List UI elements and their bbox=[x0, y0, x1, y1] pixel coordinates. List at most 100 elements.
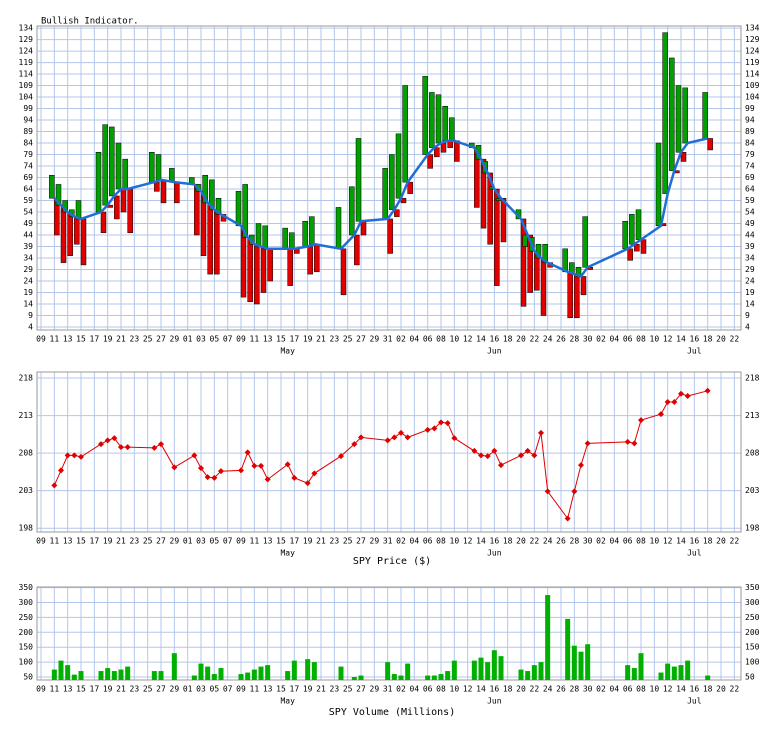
bearish-bar bbox=[407, 181, 413, 194]
x-tick-label: 12 bbox=[463, 537, 473, 546]
x-tick-label: 10 bbox=[450, 537, 460, 546]
y-tick-label: 200 bbox=[745, 628, 760, 637]
bullish-bar bbox=[109, 126, 115, 197]
bullish-bar bbox=[382, 168, 388, 220]
price-marker bbox=[251, 462, 258, 469]
y-tick-label: 100 bbox=[745, 658, 760, 667]
bearish-bar bbox=[100, 211, 107, 233]
y-tick-label: 44 bbox=[745, 231, 755, 240]
price-marker bbox=[578, 462, 584, 469]
x-tick-label: 26 bbox=[556, 335, 566, 344]
volume-bar bbox=[238, 674, 244, 680]
x-tick-label: 18 bbox=[503, 537, 513, 546]
month-label: Jun bbox=[487, 549, 502, 558]
x-tick-label: 09 bbox=[36, 335, 46, 344]
bearish-bar bbox=[314, 243, 320, 273]
bearish-bar bbox=[494, 188, 500, 286]
volume-bar bbox=[451, 660, 457, 680]
price-marker bbox=[444, 420, 451, 427]
x-tick-label: 15 bbox=[76, 537, 86, 546]
x-tick-label: 13 bbox=[63, 685, 73, 694]
y-tick-label: 218 bbox=[745, 374, 760, 383]
volume-bar bbox=[245, 672, 251, 680]
bullish-bar bbox=[442, 106, 448, 141]
volume-bar bbox=[471, 660, 477, 680]
bearish-bar bbox=[287, 248, 293, 286]
bearish-bar bbox=[340, 248, 347, 296]
x-tick-label: 27 bbox=[356, 537, 366, 546]
y-tick-label: 124 bbox=[19, 47, 34, 56]
y-tick-label: 24 bbox=[745, 277, 755, 286]
x-tick-label: 10 bbox=[450, 685, 460, 694]
y-tick-label: 59 bbox=[745, 196, 755, 205]
chart-title: Bullish Indicator. bbox=[41, 17, 139, 27]
volume-bar bbox=[171, 653, 177, 680]
bullish-bar bbox=[682, 87, 688, 144]
x-tick-label: 30 bbox=[583, 685, 593, 694]
volume-bar bbox=[305, 659, 311, 680]
y-tick-label: 114 bbox=[745, 70, 760, 79]
x-tick-label: 11 bbox=[250, 685, 260, 694]
volume-bar bbox=[251, 669, 257, 680]
bearish-bar bbox=[74, 216, 80, 245]
volume-bar bbox=[578, 651, 584, 680]
x-tick-label: 08 bbox=[636, 335, 646, 344]
x-tick-label: 18 bbox=[503, 335, 513, 344]
x-tick-label: 17 bbox=[290, 537, 300, 546]
y-tick-label: 250 bbox=[19, 613, 34, 622]
x-tick-label: 16 bbox=[490, 537, 500, 546]
price-marker bbox=[664, 399, 671, 406]
bullish-bar bbox=[522, 234, 528, 247]
y-tick-label: 19 bbox=[23, 288, 33, 297]
volume-bar bbox=[118, 669, 124, 680]
x-tick-label: 08 bbox=[636, 537, 646, 546]
bearish-bar bbox=[67, 211, 73, 256]
y-tick-label: 94 bbox=[745, 116, 755, 125]
price-marker bbox=[571, 488, 578, 495]
bearish-bar bbox=[540, 257, 547, 316]
volume-bar bbox=[78, 671, 84, 680]
price-marker bbox=[204, 474, 211, 481]
volume-bar bbox=[338, 666, 344, 680]
y-tick-label: 29 bbox=[23, 265, 33, 274]
volume-bar bbox=[571, 645, 577, 680]
bullish-bar bbox=[102, 124, 108, 206]
y-tick-label: 84 bbox=[745, 139, 755, 148]
bearish-bar bbox=[580, 276, 587, 296]
x-tick-label: 19 bbox=[303, 537, 313, 546]
x-tick-label: 16 bbox=[690, 537, 700, 546]
x-tick-label: 31 bbox=[383, 335, 393, 344]
price-marker bbox=[538, 429, 544, 436]
x-tick-label: 01 bbox=[183, 335, 193, 344]
x-tick-label: 09 bbox=[236, 335, 246, 344]
bullish-bar bbox=[629, 214, 635, 245]
y-tick-label: 69 bbox=[745, 173, 755, 182]
bearish-bar bbox=[680, 151, 687, 162]
y-tick-label: 74 bbox=[745, 162, 755, 171]
bearish-bar bbox=[527, 234, 533, 293]
x-tick-label: 10 bbox=[650, 537, 660, 546]
volume-bar bbox=[485, 662, 491, 680]
bearish-bar bbox=[127, 188, 133, 233]
volume-bar bbox=[311, 662, 317, 680]
x-tick-label: 15 bbox=[276, 685, 286, 694]
y-tick-label: 213 bbox=[19, 411, 34, 420]
y-tick-label: 300 bbox=[745, 598, 760, 607]
price-marker bbox=[58, 467, 64, 474]
volume-bar bbox=[491, 650, 497, 680]
x-tick-label: 12 bbox=[663, 685, 673, 694]
x-tick-label: 13 bbox=[263, 537, 273, 546]
month-label: Jun bbox=[487, 347, 502, 356]
price-marker bbox=[264, 476, 271, 483]
x-tick-label: 20 bbox=[516, 685, 526, 694]
price-marker bbox=[238, 467, 244, 474]
bullish-bar bbox=[402, 85, 408, 183]
x-tick-label: 27 bbox=[156, 685, 166, 694]
y-tick-label: 218 bbox=[19, 374, 34, 383]
bearish-bar bbox=[194, 184, 200, 236]
y-tick-label: 64 bbox=[745, 185, 755, 194]
price-marker bbox=[631, 440, 638, 447]
bullish-bar bbox=[702, 92, 708, 139]
bearish-bar bbox=[640, 239, 647, 254]
y-tick-label: 350 bbox=[745, 583, 760, 592]
